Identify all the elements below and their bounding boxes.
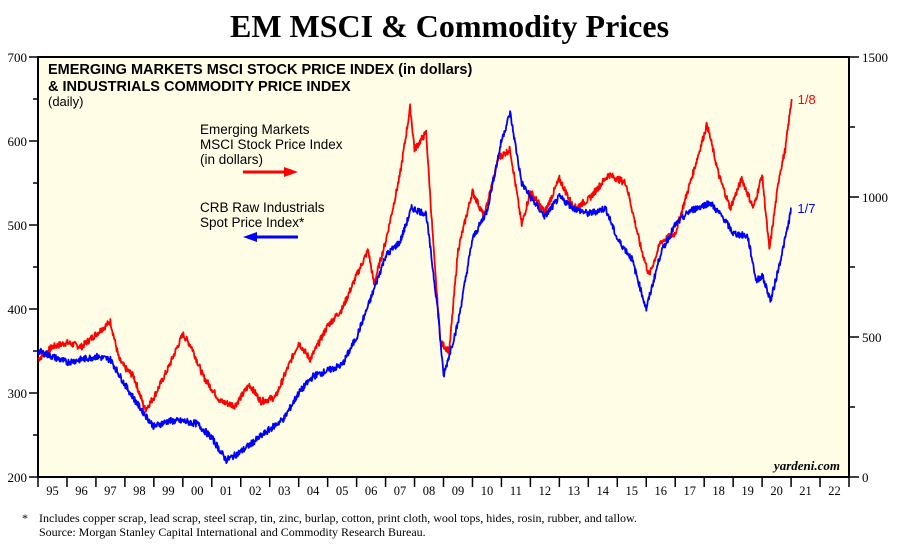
x-tick-label: 18: [712, 484, 725, 498]
x-tick-label: 00: [191, 484, 204, 498]
series-line-crb-industrials: [37, 110, 792, 464]
x-tick-label: 95: [46, 484, 59, 498]
legend-crb-text: CRB Raw Industrials: [200, 200, 325, 215]
arrow-right-icon: [284, 167, 298, 177]
left-tick-label: 300: [8, 386, 28, 401]
chart-subtitle: (daily): [48, 94, 83, 109]
end-date-label: 1/8: [798, 92, 816, 107]
right-tick-label: 1500: [862, 50, 888, 65]
x-tick-label: 10: [481, 484, 494, 498]
x-tick-label: 02: [249, 484, 262, 498]
footnote-line1: Includes copper scrap, lead scrap, steel…: [39, 511, 637, 525]
x-tick-label: 13: [568, 484, 581, 498]
left-tick-label: 500: [8, 218, 28, 233]
legend-crb-text: Spot Price Index*: [200, 215, 305, 230]
right-tick-label: 1000: [862, 190, 888, 205]
legend-em-text: Emerging Markets: [200, 122, 310, 137]
x-tick-label: 05: [336, 484, 349, 498]
x-tick-label: 20: [770, 484, 783, 498]
x-tick-label: 96: [75, 484, 88, 498]
x-tick-label: 16: [654, 484, 667, 498]
x-tick-label: 19: [741, 484, 754, 498]
page-title: EM MSCI & Commodity Prices: [229, 8, 670, 44]
legend-em-text: (in dollars): [200, 152, 263, 167]
end-date-label: 1/7: [797, 201, 815, 216]
x-tick-label: 21: [799, 484, 812, 498]
x-tick-label: 07: [394, 484, 407, 498]
x-tick-label: 04: [307, 484, 320, 498]
x-tick-label: 11: [510, 484, 522, 498]
x-tick-label: 22: [828, 484, 841, 498]
x-tick-label: 99: [162, 484, 175, 498]
arrow-left-icon: [243, 232, 257, 242]
chart-title-line2: & INDUSTRIALS COMMODITY PRICE INDEX: [48, 79, 351, 95]
left-tick-label: 400: [8, 302, 28, 317]
footnote-line2: Source: Morgan Stanley Capital Internati…: [39, 525, 426, 539]
x-tick-label: 03: [278, 484, 291, 498]
footnote: * Includes copper scrap, lead scrap, ste…: [22, 511, 637, 539]
x-tick-label: 98: [133, 484, 146, 498]
x-tick-label: 09: [452, 484, 465, 498]
x-tick-label: 97: [104, 484, 117, 498]
x-tick-label: 14: [597, 484, 610, 498]
right-tick-label: 0: [862, 470, 869, 485]
x-tick-label: 15: [626, 484, 639, 498]
watermark: yardeni.com: [772, 458, 840, 473]
footnote-marker: *: [22, 511, 28, 525]
left-tick-label: 600: [8, 134, 28, 149]
x-tick-label: 08: [423, 484, 436, 498]
series-lines: 1/8 1/7: [37, 92, 816, 464]
right-tick-label: 500: [862, 330, 882, 345]
left-tick-label: 700: [8, 50, 28, 65]
x-tick-label: 17: [683, 484, 696, 498]
chart-title-line1: EMERGING MARKETS MSCI STOCK PRICE INDEX …: [48, 62, 472, 78]
x-tick-label: 01: [220, 484, 233, 498]
left-tick-label: 200: [8, 470, 28, 485]
x-tick-label: 12: [539, 484, 552, 498]
x-tick-label: 06: [365, 484, 378, 498]
legend-em-text: MSCI Stock Price Index: [200, 137, 343, 152]
plot-area: [37, 56, 850, 478]
